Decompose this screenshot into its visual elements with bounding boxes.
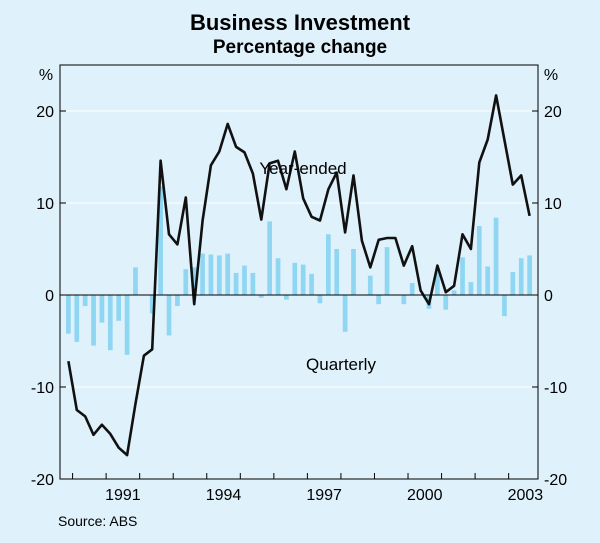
quarterly-bar [258,295,264,298]
x-tick-label: 1994 [206,487,242,504]
quarterly-bar [376,295,382,305]
chart-title: Business Investment [189,10,411,35]
y-tick-label-left: 0 [45,288,54,305]
quarterly-bar [216,255,222,295]
quarterly-bar [233,272,239,295]
quarterly-bar [250,272,256,295]
quarterly-bar [300,264,306,295]
quarterly-bar [510,272,516,295]
quarterly-bar [158,186,163,295]
quarterly-bar [309,273,314,295]
y-tick-label-right: -10 [544,380,567,397]
axis-labels: -20 -20 -10 -10 0 0 10 10 20 20% % 1991 1994 1997 2000… [31,67,567,504]
quarterly-bar [149,295,155,314]
source-note: Source: ABS [58,513,138,529]
quarterly-bar [460,257,465,295]
quarterly-bar [225,253,231,295]
quarterly-bar [476,226,482,295]
quarterly-annotation: Quarterly [306,355,376,374]
quarterly-bar [91,295,96,346]
y-tick-label-left: -10 [31,380,54,397]
x-tick-label: 1997 [306,487,342,504]
axes [59,64,539,480]
quarterly-bar [191,267,197,295]
quarterly-bar [485,266,491,295]
quarterly-bar [502,295,507,317]
quarterly-bar [527,255,532,295]
quarterly-bar [409,283,415,295]
quarterly-bar [66,295,71,334]
quarterly-bar [133,267,138,295]
quarterly-bar [107,295,113,351]
quarterly-bar [401,295,407,305]
y-unit-left: % [39,67,53,84]
quarterly-bar [334,249,340,295]
quarterly-bar [326,234,331,295]
quarterly-bar [74,295,80,342]
quarterly-bar [82,295,88,307]
quarterly-bar [166,295,172,336]
chart-subtitle: Percentage change [212,37,388,58]
y-tick-label-right: 0 [544,288,553,305]
quarterly-bar [518,258,524,295]
quarterly-bar [200,253,205,295]
quarterly-bar [275,258,281,295]
quarterly-bar [468,282,474,295]
x-tick-label: 2000 [407,487,443,504]
quarterly-bar [183,269,189,295]
quarterly-bar [99,295,105,323]
quarterly-bar [292,262,298,295]
y-tick-label-left: -20 [31,472,54,489]
quarterly-bar [342,295,348,332]
quarterly-bar [284,295,289,300]
year-ended-series [67,94,531,457]
quarterly-bar [317,295,323,304]
quarterly-bar [367,275,373,295]
quarterly-bar [208,254,214,295]
quarterly-bars [66,186,532,355]
year-ended-line [67,94,531,457]
quarterly-bar [242,265,247,295]
quarterly-bar [116,295,122,321]
y-tick-label-right: -20 [544,472,567,489]
quarterly-bar [451,290,457,295]
year-ended-annotation: Year-ended [259,159,346,178]
x-tick-label: 2003 [508,487,544,504]
y-tick-label-left: 10 [36,196,54,213]
quarterly-bar [443,295,449,310]
y-tick-label-right: 20 [544,104,562,121]
quarterly-bar [124,295,130,355]
quarterly-bar [493,217,499,295]
y-tick-label-right: 10 [544,196,562,213]
quarterly-bar [267,221,272,295]
quarterly-bar [351,249,356,295]
quarterly-bar [384,247,390,295]
quarterly-bar [175,295,180,307]
plot-frame [59,64,539,480]
y-unit-right: % [544,67,558,84]
y-tick-label-left: 20 [36,104,54,121]
quarterly-bar [435,272,440,295]
x-tick-label: 1991 [105,487,141,504]
